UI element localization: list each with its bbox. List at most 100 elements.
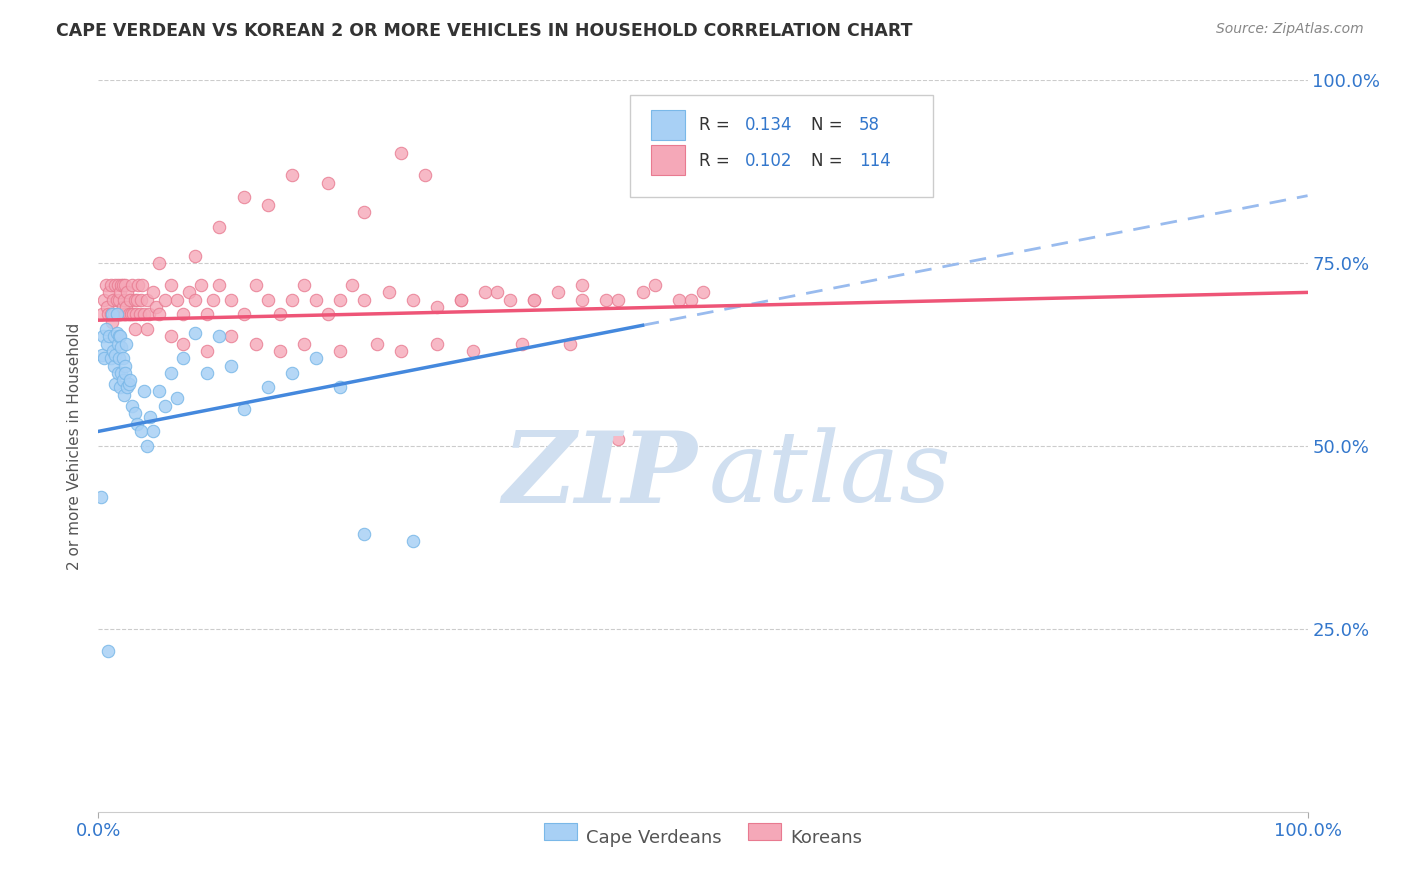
Point (510, 336, 533, 351)
Point (139, 409, 162, 424)
Point (523, 293, 546, 307)
Point (342, 278, 364, 293)
Point (172, 351, 194, 366)
Text: R =: R = (699, 116, 735, 134)
Point (221, 359, 243, 373)
Point (523, 293, 546, 307)
Point (402, 534, 425, 549)
Point (105, 307, 128, 321)
Point (124, 322, 146, 336)
Point (91, 347, 114, 362)
Text: N =: N = (811, 116, 848, 134)
Point (108, 351, 131, 366)
Point (107, 278, 129, 293)
Point (117, 380, 139, 394)
Point (172, 307, 194, 321)
Point (111, 300, 134, 314)
Point (104, 347, 127, 362)
Point (607, 432, 630, 446)
Point (389, 343, 412, 358)
Point (121, 399, 143, 413)
Point (114, 359, 136, 373)
Point (256, 380, 278, 394)
Point (129, 425, 152, 439)
Point (108, 307, 131, 321)
Point (631, 285, 654, 300)
Point (256, 293, 278, 307)
Point (426, 336, 449, 351)
Point (122, 307, 145, 321)
Point (98, 285, 121, 300)
Point (98, 329, 121, 343)
Point (426, 300, 449, 314)
Point (474, 285, 496, 300)
Bar (651, 110, 685, 140)
Point (100, 278, 122, 293)
Point (179, 285, 201, 300)
Point (108, 307, 131, 321)
Point (547, 285, 569, 300)
Text: atlas: atlas (709, 427, 952, 523)
Point (195, 343, 218, 358)
Point (131, 278, 153, 293)
Point (644, 278, 666, 293)
Text: CAPE VERDEAN VS KOREAN 2 OR MORE VEHICLES IN HOUSEHOLD CORRELATION CHART: CAPE VERDEAN VS KOREAN 2 OR MORE VEHICLE… (56, 22, 912, 40)
Point (117, 285, 139, 300)
Point (135, 293, 157, 307)
Point (142, 425, 165, 439)
Point (269, 343, 291, 358)
Point (108, 329, 131, 343)
Point (105, 326, 128, 340)
Point (668, 293, 690, 307)
Point (118, 373, 141, 387)
Point (111, 373, 134, 387)
Point (316, 307, 339, 321)
Point (208, 278, 231, 293)
Point (103, 307, 125, 321)
Point (148, 384, 170, 399)
Point (145, 300, 167, 314)
Point (127, 278, 149, 293)
Point (190, 278, 212, 293)
Point (595, 293, 617, 307)
Point (134, 307, 156, 321)
Point (135, 439, 157, 453)
Point (281, 366, 304, 380)
Point (281, 169, 304, 183)
Point (292, 336, 315, 351)
Point (232, 190, 254, 204)
Point (402, 293, 425, 307)
Point (97, 307, 120, 321)
Point (160, 278, 183, 293)
Bar (651, 145, 685, 176)
Point (115, 336, 138, 351)
Point (316, 176, 339, 190)
Point (389, 146, 412, 161)
Point (127, 417, 149, 431)
Point (125, 307, 148, 321)
Point (138, 307, 160, 321)
Point (135, 322, 157, 336)
Point (450, 293, 472, 307)
Text: Source: ZipAtlas.com: Source: ZipAtlas.com (1216, 22, 1364, 37)
Point (486, 285, 509, 300)
Point (607, 293, 630, 307)
Point (148, 256, 170, 270)
Point (111, 351, 134, 366)
Point (269, 307, 291, 321)
Point (110, 278, 132, 293)
Point (124, 293, 146, 307)
Point (107, 366, 129, 380)
Point (232, 307, 254, 321)
Point (353, 293, 375, 307)
Point (110, 366, 132, 380)
Point (166, 293, 188, 307)
Point (281, 293, 304, 307)
Point (208, 329, 231, 343)
Point (105, 307, 128, 321)
Point (450, 293, 472, 307)
Point (353, 526, 375, 541)
Point (114, 366, 136, 380)
Point (90, 490, 112, 504)
Point (127, 293, 149, 307)
